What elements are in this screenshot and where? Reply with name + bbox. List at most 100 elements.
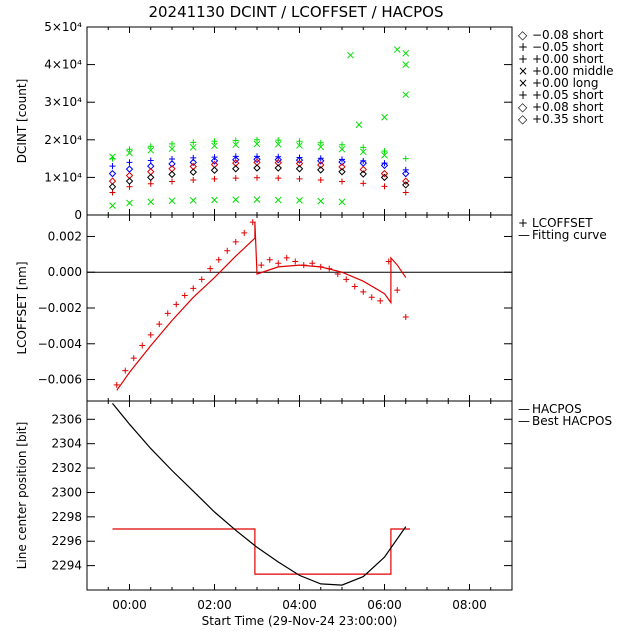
data-point (309, 260, 316, 267)
data-point (147, 180, 154, 187)
x-tick-label: 02:00 (197, 598, 232, 612)
data-point (169, 140, 175, 147)
data-point (317, 139, 324, 146)
data-point (108, 183, 117, 191)
data-point (317, 143, 325, 151)
data-point (355, 121, 363, 129)
data-point (210, 157, 219, 165)
chart-title: 20241130 DCINT / LCOFFSET / HACPOS (148, 3, 443, 21)
legend-symbol: + (518, 40, 528, 54)
data-point (283, 254, 290, 261)
y-tick-label: 0 (74, 208, 82, 222)
data-point (360, 157, 367, 164)
data-point (122, 367, 129, 374)
data-point (210, 166, 219, 174)
y-tick-label: 2306 (51, 412, 82, 426)
legend-label: +0.00 long (532, 76, 599, 90)
data-point (147, 198, 155, 206)
data-point (402, 49, 410, 57)
series--0-35-short (108, 164, 410, 191)
data-point (296, 196, 303, 204)
data-point (211, 175, 218, 182)
legend-label: −0.08 short (532, 28, 604, 42)
series-LCOFFSET (113, 219, 409, 388)
data-point (393, 46, 401, 53)
data-point (189, 168, 197, 176)
x-tick-label: 06:00 (367, 598, 402, 612)
data-point (380, 169, 389, 178)
data-point (295, 165, 304, 173)
data-point (126, 146, 133, 153)
dcint-panel: 0 1×10⁴ 2×10⁴ 3×10⁴ 4×10⁴ 5×10⁴ DCINT [count] ◇… (15, 20, 614, 222)
data-point (241, 229, 248, 236)
data-point (295, 156, 304, 164)
data-point (317, 155, 324, 162)
data-point (232, 165, 240, 173)
data-point (232, 196, 240, 203)
y-axis-label: LCOFFSET [nm] (15, 261, 29, 354)
data-point (402, 166, 409, 173)
data-point (232, 175, 239, 182)
x-tick-label: 08:00 (452, 598, 487, 612)
y-tick-label: −0.006 (38, 373, 82, 387)
data-point (338, 145, 346, 153)
data-point (275, 153, 282, 160)
data-point (253, 164, 261, 172)
data-point (181, 292, 188, 299)
legend-symbol: — (518, 228, 530, 242)
data-point (296, 138, 303, 145)
data-point (380, 161, 389, 170)
data-point (359, 148, 367, 156)
legend-label: LCOFFSET (532, 216, 593, 230)
data-point (296, 175, 303, 182)
data-point (317, 161, 325, 169)
data-point (126, 159, 133, 166)
data-point (190, 285, 197, 292)
data-point (274, 159, 282, 167)
data-point (108, 169, 117, 178)
data-point (296, 154, 303, 161)
data-point (351, 283, 358, 290)
data-point (207, 265, 214, 272)
data-point (168, 170, 176, 179)
data-point (147, 143, 154, 150)
data-point (211, 154, 218, 161)
data-point (338, 168, 346, 176)
legend-symbol: ◇ (518, 112, 528, 126)
data-point (190, 139, 197, 146)
plot-frame (86, 214, 513, 402)
y-tick-label: 2300 (51, 485, 82, 499)
data-point (274, 164, 282, 172)
y-tick-label: 2298 (51, 510, 82, 524)
y-tick-label: 2×10⁴ (44, 133, 82, 147)
y-tick-label: 2302 (51, 461, 82, 475)
data-point (402, 177, 410, 185)
data-point (168, 145, 176, 153)
data-point (147, 173, 155, 182)
data-point (381, 160, 388, 167)
series--0-05-short (109, 174, 409, 196)
data-point (125, 165, 134, 173)
data-point (274, 196, 282, 204)
data-point (215, 256, 222, 263)
y-tick-label: 2296 (51, 534, 82, 548)
legend-label: HACPOS (532, 402, 582, 416)
lcoffset-panel: −0.006 −0.004 −0.002 0.000 0.002 LCOFFSET [nm… (15, 214, 607, 402)
data-point (402, 61, 410, 68)
data-point (317, 166, 325, 174)
plot-frame (86, 400, 513, 591)
data-point (402, 169, 410, 178)
series-line (112, 528, 410, 575)
data-point (275, 137, 282, 144)
data-point (126, 149, 133, 157)
x-axis-label: Start Time (29-Nov-24 23:00:00) (202, 614, 398, 628)
series--0-00-short (109, 136, 409, 162)
legend-symbol: × (518, 76, 528, 90)
y-tick-label: 5×10⁴ (44, 20, 82, 34)
data-point (147, 157, 154, 164)
data-point (211, 196, 218, 204)
data-point (168, 197, 176, 205)
hacpos-panel: 2294 2296 2298 2300 2302 2304 2306 Line center … (15, 400, 612, 591)
legend: ◇ −0.08 short + −0.05 short + +0.00 short × +0.… (518, 28, 614, 126)
data-point (295, 159, 304, 168)
